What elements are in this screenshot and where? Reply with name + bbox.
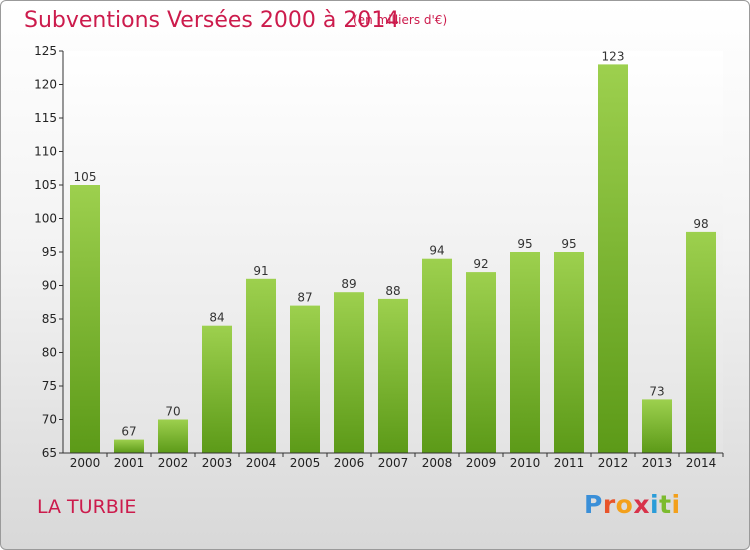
x-tick-label-2000: 2000 — [70, 456, 101, 470]
y-tick-label-90: 90 — [42, 279, 57, 293]
y-tick-label-75: 75 — [42, 379, 57, 393]
x-tick-label-2013: 2013 — [642, 456, 673, 470]
y-tick-label-120: 120 — [34, 78, 57, 92]
bar-2010 — [510, 252, 540, 453]
bar-2000 — [70, 185, 100, 453]
x-tick-label-2009: 2009 — [466, 456, 497, 470]
x-tick-label-2003: 2003 — [202, 456, 233, 470]
bar-2008 — [422, 258, 452, 453]
data-label-2003: 84 — [209, 311, 224, 325]
logo-letter: P — [584, 490, 603, 519]
data-label-2002: 70 — [165, 405, 180, 419]
x-tick-label-2006: 2006 — [334, 456, 365, 470]
y-tick-label-115: 115 — [34, 111, 57, 125]
data-label-2009: 92 — [473, 257, 488, 271]
x-tick-label-2008: 2008 — [422, 456, 453, 470]
y-tick-label-105: 105 — [34, 178, 57, 192]
logo-letter: t — [659, 490, 672, 519]
data-label-2012: 123 — [602, 49, 625, 63]
bar-2005 — [290, 305, 320, 453]
data-label-2007: 88 — [385, 284, 400, 298]
bar-2014 — [686, 231, 716, 453]
bar-2013 — [642, 399, 672, 453]
logo-letter: i — [650, 490, 660, 519]
x-tick-label-2014: 2014 — [686, 456, 717, 470]
axes-group: 2000 2001 2002 2003 2004 2005 2006 2007 2008 2009… — [34, 44, 724, 470]
data-label-2000: 105 — [74, 170, 97, 184]
bar-2012 — [598, 64, 628, 454]
logo-letter: x — [633, 490, 650, 519]
x-tick-label-2005: 2005 — [290, 456, 321, 470]
data-label-2006: 89 — [341, 277, 356, 291]
bar-2011 — [554, 252, 584, 453]
data-label-2011: 95 — [561, 237, 576, 251]
y-tick-label-70: 70 — [42, 413, 57, 427]
x-tick-label-2002: 2002 — [158, 456, 189, 470]
data-label-2008: 94 — [429, 244, 444, 258]
x-tick-label-2001: 2001 — [114, 456, 145, 470]
bar-2002 — [158, 419, 188, 453]
data-label-2014: 98 — [693, 217, 708, 231]
y-tick-label-125: 125 — [34, 44, 57, 58]
chart-title: Subventions Versées 2000 à 2014 — [24, 8, 400, 33]
logo-letter: i — [671, 490, 681, 519]
bar-2003 — [202, 325, 232, 453]
data-label-2005: 87 — [297, 291, 312, 305]
y-tick-label-100: 100 — [34, 212, 57, 226]
logo-letter: o — [615, 490, 634, 519]
x-tick-label-2010: 2010 — [510, 456, 541, 470]
bar-2009 — [466, 272, 496, 453]
bar-2001 — [114, 439, 144, 453]
y-tick-label-80: 80 — [42, 346, 57, 360]
data-label-2013: 73 — [649, 384, 664, 398]
commune-name: LA TURBIE — [37, 496, 137, 518]
x-tick-label-2004: 2004 — [246, 456, 277, 470]
bar-2006 — [334, 292, 364, 453]
x-tick-label-2011: 2011 — [554, 456, 585, 470]
chart-subtitle: (en milliers d'€) — [353, 13, 448, 27]
proxiti-logo: Proxiti — [584, 490, 681, 519]
bar-2004 — [246, 278, 276, 453]
data-label-2010: 95 — [517, 237, 532, 251]
y-tick-label-110: 110 — [34, 145, 57, 159]
bars-group: 105 67 70 84 91 87 89 88 94 92 95 95 123 73 98 — [70, 49, 716, 454]
y-tick-label-65: 65 — [42, 446, 57, 460]
data-label-2001: 67 — [121, 425, 136, 439]
x-tick-label-2007: 2007 — [378, 456, 409, 470]
y-tick-label-85: 85 — [42, 312, 57, 326]
y-tick-label-95: 95 — [42, 245, 57, 259]
data-label-2004: 91 — [253, 264, 268, 278]
logo-letter: r — [602, 490, 616, 519]
x-tick-label-2012: 2012 — [598, 456, 629, 470]
bar-2007 — [378, 298, 408, 453]
